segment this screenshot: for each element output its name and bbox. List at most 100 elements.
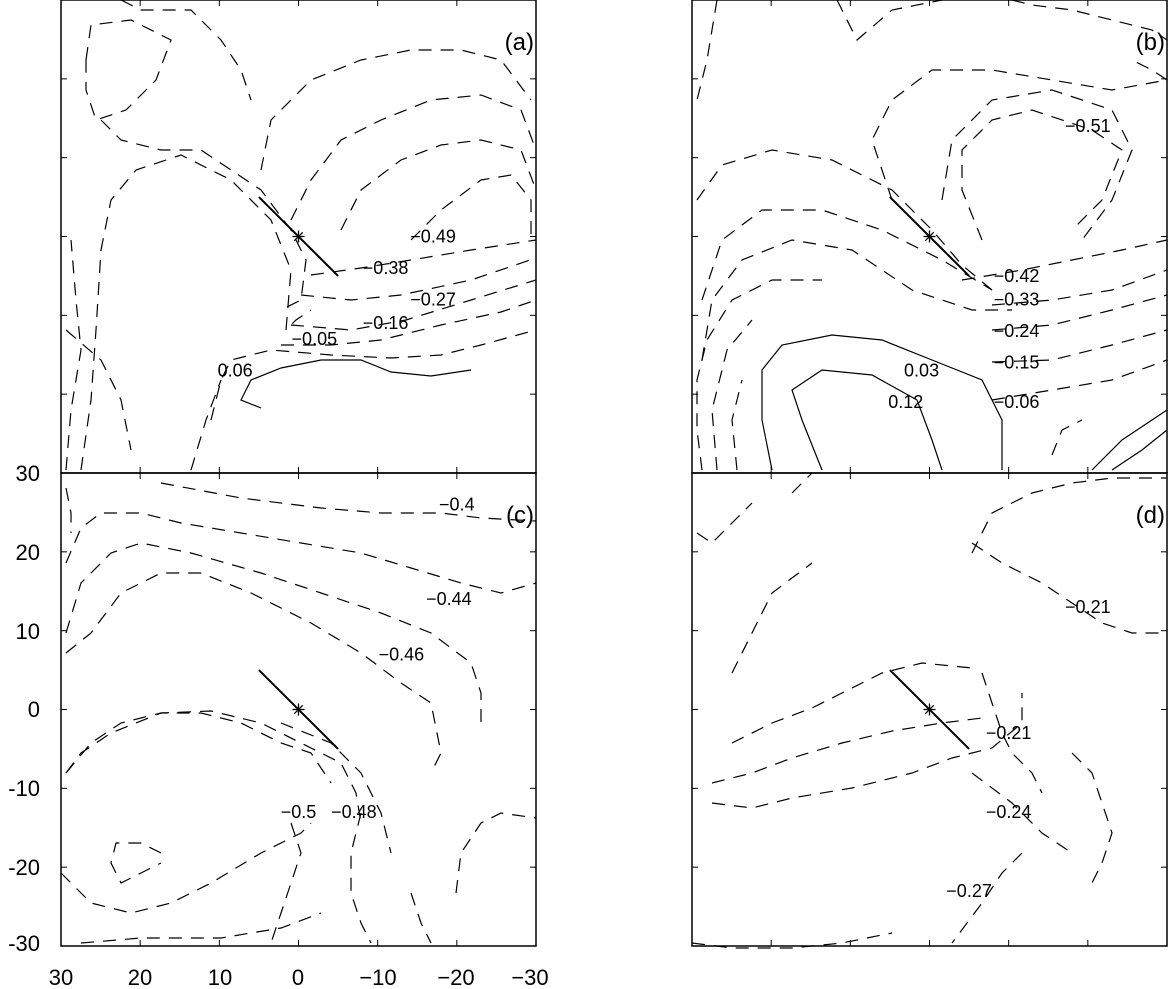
contour-label: −0.24 <box>994 321 1040 341</box>
y-axis-ticks: 30 20 10 0 -10 -20 -30 <box>8 461 40 956</box>
contour-line-negative <box>711 693 1023 809</box>
contour-line-negative <box>871 69 1168 201</box>
star-stroke <box>293 704 304 715</box>
contour-label: 0.03 <box>904 361 939 381</box>
contour-line-negative <box>971 772 1073 854</box>
y-tick-label: -10 <box>8 776 40 801</box>
contour-line-negative <box>350 812 372 944</box>
contour-line-negative <box>711 717 983 784</box>
x-tick-label: −20 <box>437 965 474 989</box>
y-tick-label: 0 <box>28 697 40 722</box>
contour-line-negative <box>410 174 532 241</box>
panel-label: (b) <box>1136 29 1165 56</box>
contour-line-negative <box>711 319 753 471</box>
x-tick-label: 30 <box>49 965 73 989</box>
contour-label: −0.05 <box>292 329 338 349</box>
contour-line-negative <box>696 149 993 291</box>
contour-label: 0.06 <box>218 361 253 381</box>
contour-label: −0.42 <box>994 266 1040 286</box>
contour-line-negative <box>120 0 252 101</box>
contour-line-negative <box>190 379 222 471</box>
contour-label: −0.4 <box>439 495 475 515</box>
panel-label: (d) <box>1136 502 1165 529</box>
contour-line-negative <box>971 542 1162 634</box>
x-tick-label: 10 <box>208 965 232 989</box>
panel-label: (c) <box>506 502 534 529</box>
contour-line-negative <box>65 512 537 594</box>
contour-line-negative <box>290 94 537 221</box>
contour-line-negative <box>791 472 813 494</box>
contour-line-negative <box>80 154 312 471</box>
contour-line-negative <box>60 822 312 914</box>
contour-label: −0.27 <box>946 881 992 901</box>
epicenter-star-marker <box>292 703 305 716</box>
contour-line-negative <box>1131 59 1168 81</box>
contour-line-negative <box>65 572 442 774</box>
contour-label: −0.16 <box>363 313 409 333</box>
contour-label: −0.44 <box>426 589 472 609</box>
contour-line-negative <box>971 477 1167 554</box>
epicenter-star-marker <box>292 230 305 243</box>
contour-line-positive <box>791 369 943 471</box>
contour-line-negative <box>836 0 943 41</box>
contour-label: 0.12 <box>888 392 923 412</box>
panel-c: (c) −0.4 −0.44 −0.46 −0.5 −0.48 <box>60 472 537 947</box>
contour-line-positive <box>240 359 472 409</box>
contour-label: −0.33 <box>994 290 1040 310</box>
panel-label: (a) <box>505 29 534 56</box>
contour-label: −0.06 <box>994 392 1040 412</box>
panel-b: (b) −0.51 −0.42 −0.33 −0.24 −0.15 0.03 0.12 −0.0… <box>691 0 1168 474</box>
contour-label: −0.49 <box>410 227 456 247</box>
contour-line-negative <box>65 712 332 784</box>
contour-line-negative <box>300 257 537 301</box>
contour-line-negative <box>981 672 1043 794</box>
contour-line-negative <box>951 852 1023 944</box>
contour-label: −0.15 <box>994 353 1040 373</box>
contour-line-negative <box>85 19 172 121</box>
contour-line-negative <box>455 812 537 894</box>
y-tick-label: -20 <box>8 855 40 880</box>
contour-line-negative <box>991 269 1168 306</box>
contour-line-negative <box>1071 752 1113 884</box>
contour-line-negative <box>941 89 1133 241</box>
x-tick-label: 20 <box>128 965 152 989</box>
contour-line-negative <box>696 279 822 471</box>
contour-line-negative <box>696 0 718 101</box>
contour-line-negative <box>991 359 1168 401</box>
contour-line-negative <box>961 109 1123 241</box>
contour-line-negative <box>991 329 1168 363</box>
contour-line-negative <box>80 912 322 944</box>
contour-line-negative <box>65 487 72 533</box>
y-tick-label: 10 <box>16 619 40 644</box>
contour-line-positive <box>761 334 1003 471</box>
contour-label: −0.27 <box>410 290 456 310</box>
contour-line-negative <box>160 482 537 522</box>
contour-label: −0.24 <box>986 802 1032 822</box>
contour-line-negative <box>696 502 753 544</box>
panel-a: (a) −0.49−0.38−0.27−0.16 −0.05 0.06 <box>60 0 537 474</box>
contour-label: −0.21 <box>1065 597 1111 617</box>
contour-line-negative <box>260 49 532 171</box>
contour-label: −0.21 <box>986 723 1032 743</box>
contour-line-positive <box>1111 429 1168 471</box>
y-tick-label: 30 <box>16 461 40 486</box>
panel-d: (d) −0.21 −0.21 −0.24 −0.27 <box>691 472 1168 949</box>
contour-line-negative <box>280 722 392 854</box>
star-stroke <box>924 231 935 242</box>
star-stroke <box>924 704 935 715</box>
contour-line-negative <box>731 379 743 471</box>
contour-line-negative <box>110 842 162 884</box>
contour-line-negative <box>65 239 82 471</box>
contour-line-negative <box>340 139 537 231</box>
contour-line-negative <box>991 294 1168 331</box>
contour-label: −0.38 <box>363 258 409 278</box>
contour-line-positive <box>1091 409 1168 471</box>
contour-line-negative <box>731 662 973 744</box>
contour-label: −0.48 <box>331 802 377 822</box>
contour-line-negative <box>281 299 537 346</box>
contour-line-negative <box>731 562 813 674</box>
x-tick-label: −10 <box>359 965 396 989</box>
contour-line-negative <box>310 239 537 276</box>
epicenter-star-marker <box>923 230 936 243</box>
